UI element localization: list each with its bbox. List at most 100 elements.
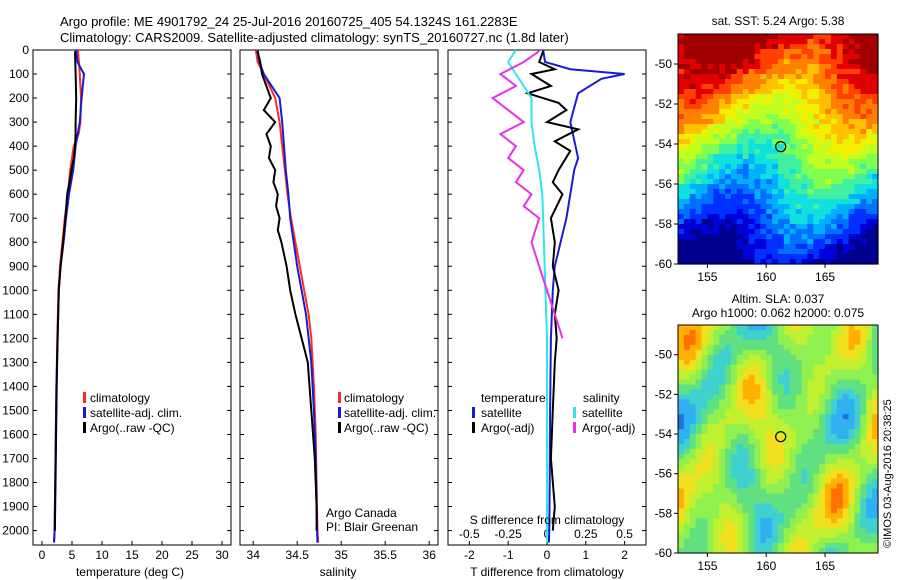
map-cell [866, 49, 873, 55]
map-cell [825, 64, 832, 70]
map-cell [689, 364, 697, 371]
map-cell [713, 194, 720, 200]
map-cell [748, 349, 756, 356]
map-cell [830, 114, 838, 120]
map-cell [795, 104, 803, 110]
map-cell [778, 224, 785, 230]
map-cell [842, 409, 850, 415]
map-cell [778, 508, 785, 514]
map-cell [783, 69, 791, 75]
map-cell [842, 219, 850, 225]
map-cell [742, 434, 750, 440]
map-cell [795, 129, 803, 135]
map-cell [778, 414, 785, 420]
map-cell [789, 94, 797, 100]
map-cell [701, 139, 709, 145]
map-cell [872, 538, 879, 544]
sla-map-subtitle: Argo h1000: 0.062 h2000: 0.075 [692, 306, 864, 320]
map-cell [807, 493, 814, 500]
map-cell [860, 109, 867, 115]
map-cell [736, 39, 744, 45]
map-cell [760, 548, 767, 554]
map-cell [872, 129, 879, 135]
map-cell [748, 548, 756, 554]
map-cell [825, 34, 832, 40]
map-cell [854, 124, 861, 130]
map-cell [695, 419, 703, 425]
map-cell [819, 409, 826, 415]
map-cell [701, 169, 709, 175]
map-cell [842, 134, 850, 140]
map-cell [736, 234, 744, 240]
salinity-legend: climatology satellite-adj. clim. Argo(..… [338, 391, 436, 435]
map-cell [772, 429, 779, 435]
map-cell [789, 424, 797, 430]
map-cell [678, 134, 685, 140]
map-cell [860, 344, 867, 351]
map-cell [766, 448, 773, 455]
map-cell [854, 189, 861, 195]
map-cell [801, 49, 809, 55]
map-cell [813, 374, 820, 381]
map-cell [836, 134, 844, 140]
map-cell [736, 384, 744, 391]
map-cell [713, 334, 720, 341]
map-cell [713, 548, 720, 554]
map-cell [707, 325, 714, 331]
map-cell [783, 189, 791, 195]
map-cell [836, 329, 844, 336]
map-cell [713, 64, 720, 70]
map-cell [748, 259, 756, 265]
map-cell [866, 325, 873, 331]
map-cell [807, 414, 814, 420]
map-cell [766, 199, 773, 205]
map-cell [836, 463, 844, 470]
map-cell [830, 199, 838, 205]
map-cell [730, 174, 738, 180]
map-cell [825, 439, 832, 445]
map-cell [707, 483, 714, 490]
map-cell [830, 119, 838, 125]
map-cell [713, 379, 720, 386]
map-cell [795, 114, 803, 120]
map-cell [719, 359, 726, 366]
map-cell [719, 468, 726, 475]
map-cell [789, 49, 797, 55]
map-cell [807, 139, 814, 145]
map-cell [866, 488, 873, 495]
map-cell [766, 483, 773, 490]
map-cell [848, 139, 856, 145]
map-cell [736, 498, 744, 505]
map-cell [778, 349, 785, 356]
map-cell [713, 99, 720, 105]
map-cell [825, 214, 832, 220]
y-tick-label: 1800 [2, 476, 29, 490]
map-cell [860, 334, 867, 341]
map-cell [766, 59, 773, 65]
map-cell [730, 354, 738, 361]
map-cell [807, 488, 814, 495]
map-cell [748, 49, 756, 55]
map-cell [701, 394, 709, 400]
map-cell [807, 239, 814, 245]
map-cell [701, 104, 709, 110]
map-cell [807, 129, 814, 135]
map-cell [789, 194, 797, 200]
map-cell [842, 224, 850, 230]
map-cell [813, 364, 820, 371]
map-cell [825, 434, 832, 440]
map-cell [795, 49, 803, 55]
map-cell [789, 149, 797, 155]
map-cell [736, 94, 744, 100]
map-cell [695, 119, 703, 125]
map-cell [719, 374, 726, 381]
map-cell [830, 503, 838, 509]
map-cell [719, 478, 726, 485]
map-cell [789, 419, 797, 425]
map-cell [725, 329, 732, 336]
map-cell [836, 129, 844, 135]
map-cell [689, 325, 697, 331]
map-cell [807, 498, 814, 505]
map-cell [783, 429, 791, 435]
map-cell [813, 429, 820, 435]
